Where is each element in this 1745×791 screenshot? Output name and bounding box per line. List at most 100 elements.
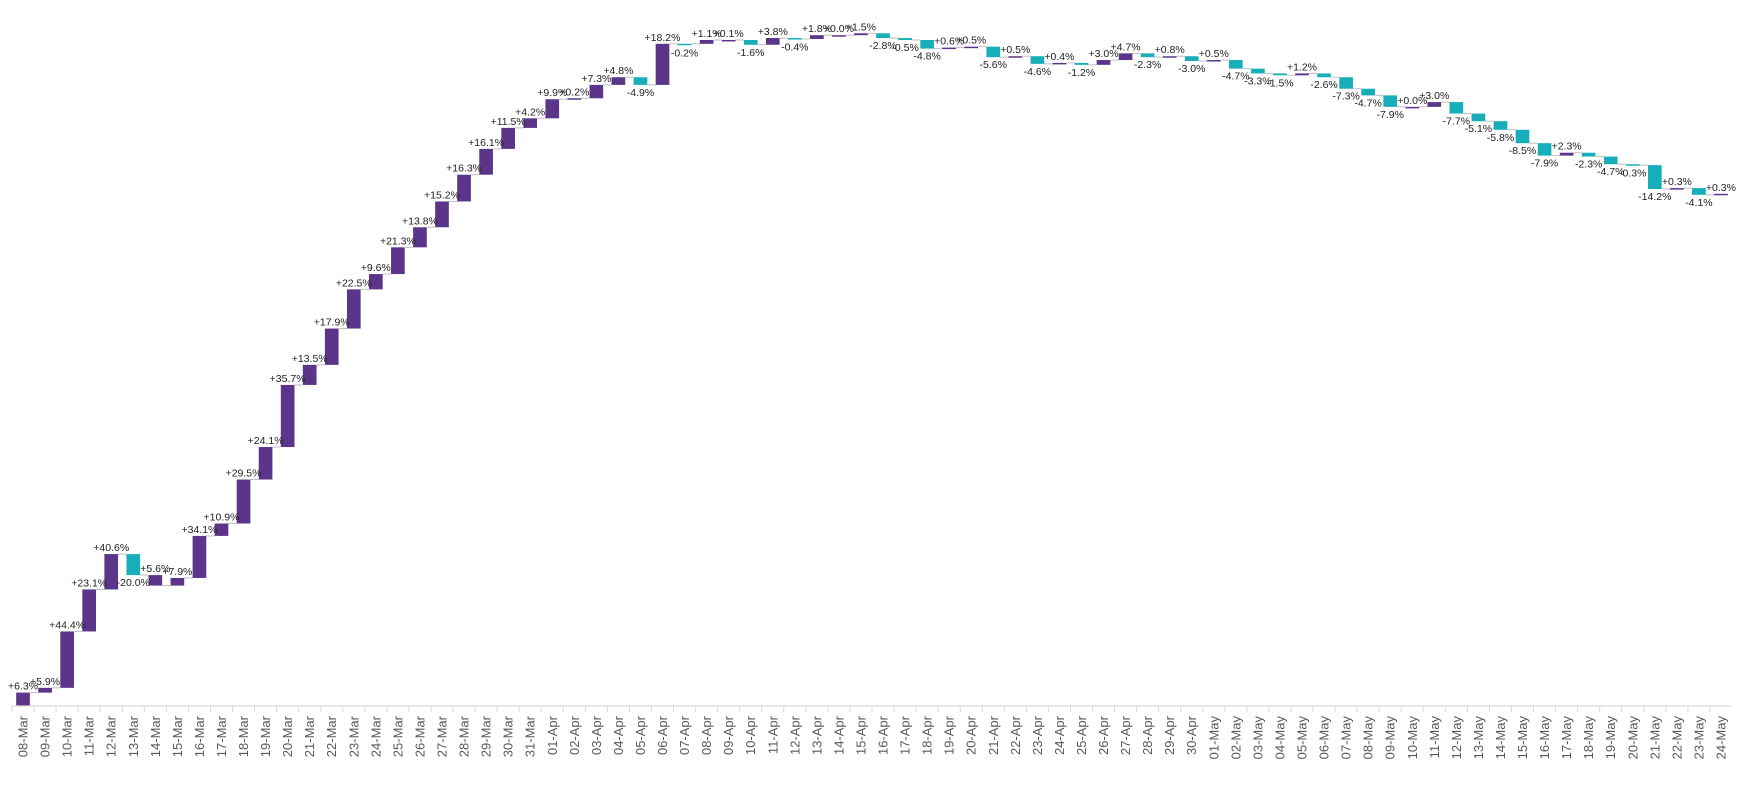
data-label: +0.6% xyxy=(934,36,964,48)
x-tick-label: 21-Mar xyxy=(302,715,317,757)
bar-13-Apr xyxy=(810,35,824,40)
data-label: -3.3% xyxy=(1244,75,1271,87)
bar-10-May xyxy=(1405,106,1420,109)
data-label: +35.7% xyxy=(270,373,306,385)
data-label: +0.8% xyxy=(1155,44,1185,56)
x-tick-label: 15-May xyxy=(1515,716,1530,760)
x-tick-label: 08-Mar xyxy=(16,715,31,757)
data-label: +15.2% xyxy=(424,189,460,201)
x-tick-label: 12-Apr xyxy=(787,715,802,755)
x-tick-label: 11-May xyxy=(1427,716,1442,759)
bar-21-Apr xyxy=(986,46,1001,58)
data-label: -14.2% xyxy=(1638,191,1671,203)
bar-18-May xyxy=(1581,152,1596,157)
bar-group xyxy=(16,33,1728,706)
x-tick-label: 19-May xyxy=(1603,716,1618,760)
x-tick-label: 24-May xyxy=(1713,716,1728,760)
x-tick-label: 26-Mar xyxy=(412,715,427,757)
data-label: -20.0% xyxy=(117,577,150,589)
x-tick-label: 17-Mar xyxy=(214,715,229,757)
data-label: +18.2% xyxy=(645,32,681,44)
x-tick-label: 14-Apr xyxy=(831,715,846,755)
bar-27-Apr xyxy=(1118,53,1133,61)
x-tick-label: 04-Apr xyxy=(611,715,626,755)
data-label: +2.3% xyxy=(1552,141,1582,153)
data-label: +9.6% xyxy=(361,262,391,274)
data-label: +21.3% xyxy=(380,235,416,247)
data-label: +1.1% xyxy=(692,28,722,40)
data-label: -2.6% xyxy=(1310,79,1337,91)
x-tick-label: 08-May xyxy=(1361,716,1376,760)
bar-19-May xyxy=(1603,156,1618,165)
data-label: -0.4% xyxy=(781,42,808,54)
x-tick-label: 14-May xyxy=(1493,716,1508,760)
bar-31-Mar xyxy=(523,118,538,128)
x-tick-label: 30-Apr xyxy=(1184,715,1199,755)
x-tick-label: 11-Mar xyxy=(82,715,97,756)
bar-18-Mar xyxy=(236,479,251,524)
data-label: +3.0% xyxy=(1089,48,1119,60)
x-tick-label: 20-Mar xyxy=(280,715,295,757)
data-label: +0.0% xyxy=(824,23,854,35)
bar-08-May xyxy=(1361,88,1375,96)
data-label: -5.8% xyxy=(1487,132,1514,144)
bar-18-Apr xyxy=(920,39,934,49)
bar-21-May xyxy=(1647,165,1662,190)
data-label: -4.1% xyxy=(1685,197,1712,209)
data-label: +6.3% xyxy=(8,681,38,693)
x-tick-label: 23-Apr xyxy=(1030,715,1045,755)
bar-23-Mar xyxy=(346,289,361,329)
bar-11-Mar xyxy=(82,589,97,632)
data-label: -0.2% xyxy=(671,47,698,59)
data-label: +10.9% xyxy=(204,511,240,523)
x-tick-label: 08-Apr xyxy=(699,715,714,755)
bar-09-Apr xyxy=(721,39,736,42)
bar-15-Apr xyxy=(854,33,868,36)
bar-07-Apr xyxy=(677,43,692,46)
data-label: +0.1% xyxy=(714,28,744,40)
data-label: +1.5% xyxy=(846,21,876,33)
data-label: -4.7% xyxy=(1354,97,1381,109)
bar-07-May xyxy=(1339,77,1353,89)
bar-13-May xyxy=(1471,113,1486,122)
x-tick-label: 06-May xyxy=(1317,716,1332,760)
data-label: +0.5% xyxy=(1199,48,1229,60)
bar-27-Mar xyxy=(435,201,449,228)
bar-22-Mar xyxy=(324,328,339,365)
data-label: -4.6% xyxy=(1024,66,1051,78)
bar-06-May xyxy=(1317,73,1331,78)
x-tick-label: 10-May xyxy=(1405,716,1420,760)
data-label: +4.2% xyxy=(515,106,545,118)
data-label: +1.2% xyxy=(1287,61,1317,73)
x-tick-label: 20-May xyxy=(1625,716,1640,760)
data-label: -7.9% xyxy=(1531,158,1558,170)
x-tick-label: 16-Apr xyxy=(876,715,891,755)
bar-12-Apr xyxy=(787,38,802,40)
x-tick-label: 25-Apr xyxy=(1074,715,1089,755)
bar-17-Mar xyxy=(214,523,229,536)
x-tick-label: 17-May xyxy=(1559,716,1574,760)
data-label: -0.3% xyxy=(1619,168,1646,180)
bar-09-May xyxy=(1383,95,1398,107)
bar-28-Mar xyxy=(457,174,471,202)
data-label: -4.8% xyxy=(913,51,940,63)
x-tick-label: 24-Mar xyxy=(368,715,383,757)
x-tick-label: 01-May xyxy=(1206,716,1221,760)
bar-02-May xyxy=(1229,60,1243,69)
x-tick-label: 03-May xyxy=(1250,716,1265,760)
x-tick-label: 16-Mar xyxy=(192,715,207,757)
data-label: +17.9% xyxy=(314,317,350,329)
x-tick-label: 18-Mar xyxy=(236,715,251,757)
x-tick-label: 21-May xyxy=(1647,716,1662,760)
bar-05-Apr xyxy=(633,77,648,85)
x-tick-label: 23-Mar xyxy=(346,715,361,757)
x-tick-label: 05-May xyxy=(1295,716,1310,760)
bar-26-Mar xyxy=(413,227,427,248)
data-label: +23.1% xyxy=(71,577,107,589)
bar-24-May xyxy=(1714,193,1728,196)
x-tick-label: 23-May xyxy=(1691,716,1706,760)
bar-20-Mar xyxy=(280,384,295,448)
data-label: -2.3% xyxy=(1575,159,1602,171)
